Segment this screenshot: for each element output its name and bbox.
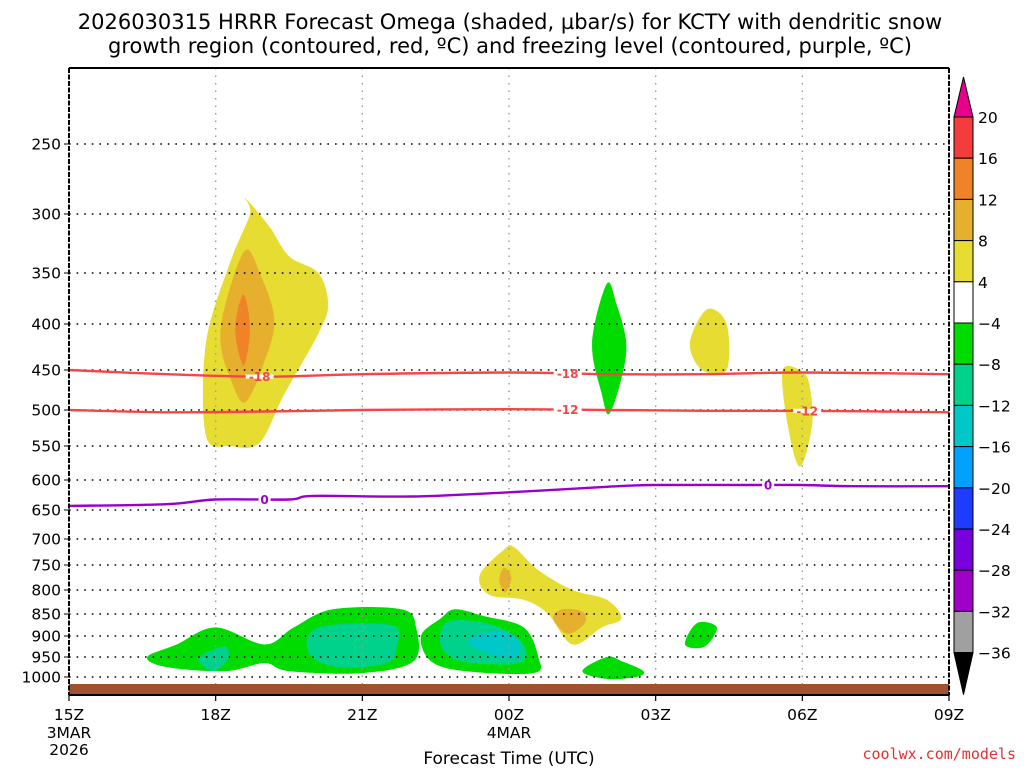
dgz-minus18-label-1: -18 xyxy=(557,367,579,381)
colorbar-label: 16 xyxy=(978,150,998,168)
colorbar-under-triangle xyxy=(953,652,974,695)
y-tick-label-800: 800 xyxy=(31,582,61,600)
colorbar: 20 16 12 8 4 −4 −8 −12 −16 −20 −24 −28 −32 −36 xyxy=(953,76,1011,695)
dgz-minus18-label-gap xyxy=(245,374,274,379)
ground-strip xyxy=(69,684,949,695)
x-tick-sublabel: 4MAR xyxy=(487,724,532,742)
y-tick-label-250: 250 xyxy=(31,136,61,154)
y-tick-label-600: 600 xyxy=(31,472,61,490)
colorbar-label: −16 xyxy=(978,439,1011,457)
y-tick-label-650: 650 xyxy=(31,502,61,520)
title-line-1: 2026030315 HRRR Forecast Omega (shaded, … xyxy=(78,10,942,34)
colorbar-over-triangle xyxy=(953,76,974,118)
colorbar-bin xyxy=(953,610,974,654)
dgz-minus12-label-1: -12 xyxy=(796,404,818,418)
x-tick-sublabel: 3MAR xyxy=(47,724,92,742)
omega-cyan-low xyxy=(468,631,521,658)
dgz-minus12-line xyxy=(68,407,950,414)
x-tick-label-09Z: 09Z xyxy=(934,706,964,724)
freezing-level-label-gap xyxy=(762,482,775,487)
colorbar-bin xyxy=(953,446,974,489)
freezing-level: 00 xyxy=(68,478,950,508)
y-tick-label-850: 850 xyxy=(31,606,61,624)
colorbar-label: −4 xyxy=(978,315,1001,333)
x-tick-label-00Z: 00Z xyxy=(494,706,524,724)
omega-gold-low2 xyxy=(552,608,587,634)
omega-green-low4 xyxy=(684,621,717,649)
x-tick-label-18Z: 18Z xyxy=(200,706,230,724)
freezing-level-label-1: 0 xyxy=(764,478,772,492)
y-tick-label-400: 400 xyxy=(31,316,61,334)
y-tick-label-950: 950 xyxy=(31,649,61,667)
title-line-2: growth region (contoured, red, ºC) and f… xyxy=(108,34,912,58)
freezing-level-label-0: 0 xyxy=(260,493,268,507)
colorbar-bin xyxy=(953,487,974,530)
colorbar-label: −24 xyxy=(978,521,1011,539)
dgz-minus18-line xyxy=(68,368,950,378)
omega-orange-upper xyxy=(235,294,250,366)
y-tick-label-550: 550 xyxy=(31,438,61,456)
colorbar-bin xyxy=(953,528,974,571)
colorbar-label: 8 xyxy=(978,233,988,251)
x-tick-label-03Z: 03Z xyxy=(640,706,670,724)
colorbar-bin xyxy=(953,569,974,612)
colorbar-bin xyxy=(953,240,974,283)
colorbar-bin xyxy=(953,116,974,159)
x-tick-label-15Z: 15Z xyxy=(54,706,84,724)
dgz-minus18-label-gap xyxy=(553,371,582,376)
x-tick-label-21Z: 21Z xyxy=(347,706,377,724)
omega-yellow-mid2 xyxy=(782,365,813,467)
dgz-minus18-label-0: -18 xyxy=(249,370,271,384)
dgz-minus12-label-0: -12 xyxy=(557,403,579,417)
colorbar-bin xyxy=(953,198,974,242)
x-tick-label-06Z: 06Z xyxy=(787,706,817,724)
colorbar-label: −12 xyxy=(978,397,1011,415)
dgz-minus12-label-gap xyxy=(793,408,822,413)
credit-link[interactable]: coolwx.com/models xyxy=(862,745,1016,763)
colorbar-label: −8 xyxy=(978,356,1001,374)
colorbar-label: 4 xyxy=(978,274,988,292)
y-tick-label-900: 900 xyxy=(31,628,61,646)
y-tick-label-350: 350 xyxy=(31,265,61,283)
colorbar-bin xyxy=(953,157,974,200)
colorbar-label: 20 xyxy=(978,109,998,127)
colorbar-label: −36 xyxy=(978,645,1011,663)
freezing-level-line xyxy=(68,483,950,508)
colorbar-bin xyxy=(953,322,974,365)
colorbar-label: −20 xyxy=(978,480,1011,498)
colorbar-label: −32 xyxy=(978,603,1011,621)
colorbar-bin xyxy=(953,363,974,406)
omega-green-mid xyxy=(592,282,627,415)
y-tick-label-450: 450 xyxy=(31,362,61,380)
x-axis-title: Forecast Time (UTC) xyxy=(423,749,594,768)
y-tick-label-750: 750 xyxy=(31,557,61,575)
freezing-level-label-gap xyxy=(258,497,271,502)
omega-teal-low2 xyxy=(306,623,400,668)
y-tick-label-500: 500 xyxy=(31,402,61,420)
y-tick-label-1000: 1000 xyxy=(22,669,61,687)
y-tick-label-300: 300 xyxy=(31,206,61,224)
x-tick-sublabel: 2026 xyxy=(49,741,88,759)
y-tick-label-700: 700 xyxy=(31,531,61,549)
dgz-minus12: -12 -12 xyxy=(68,403,950,418)
colorbar-bin xyxy=(953,281,974,324)
chart-title: 2026030315 HRRR Forecast Omega (shaded, … xyxy=(78,10,942,58)
omega-yellow-mid1 xyxy=(689,308,730,375)
colorbar-label: 12 xyxy=(978,191,998,209)
dgz-minus12-label-gap xyxy=(553,407,582,412)
colorbar-label: −28 xyxy=(978,562,1011,580)
dgz-minus18: -18 -18 xyxy=(68,367,950,384)
shaded-omega-layer xyxy=(146,197,813,680)
y-axis: 250 300 350 400 450 500 550 600 650 700 750 800 850 9… xyxy=(22,136,69,687)
omega-green-low3 xyxy=(582,656,645,680)
omega-teal-low1 xyxy=(198,646,229,672)
colorbar-bin xyxy=(953,404,974,448)
